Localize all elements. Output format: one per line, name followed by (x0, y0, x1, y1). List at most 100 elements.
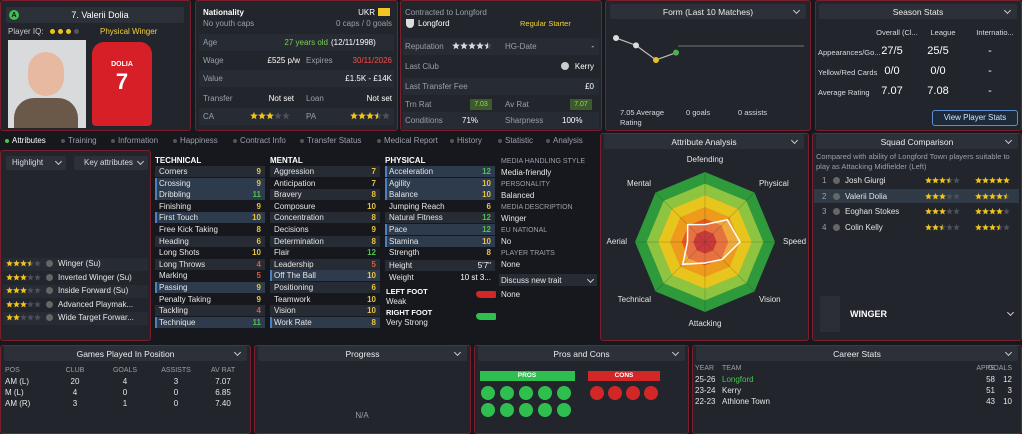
label: Compared with ability of Longford Town p… (816, 152, 1010, 171)
label: 6 (486, 201, 491, 211)
contract-row (403, 112, 599, 129)
view-stats-button[interactable] (932, 110, 1018, 126)
star-rating (350, 112, 390, 120)
label: N/A (355, 411, 369, 420)
star (6, 287, 13, 294)
con-icon (590, 386, 604, 400)
tab[interactable]: Statistic (505, 136, 534, 145)
tab[interactable]: Training (68, 136, 97, 145)
label: £1.5K - £14K (345, 74, 392, 83)
label: RIGHT FOOT (386, 308, 433, 317)
label: UKR (358, 8, 375, 17)
label: PROS (517, 372, 537, 379)
star (925, 177, 932, 184)
club-crest (406, 19, 414, 28)
label: Balance (389, 190, 418, 200)
star (6, 260, 13, 267)
star (932, 192, 939, 199)
radar-band (693, 230, 717, 254)
label: Acceleration (389, 167, 434, 176)
label: A (11, 12, 17, 19)
star (925, 223, 932, 230)
label: - (988, 85, 992, 97)
tab[interactable]: Analysis (553, 136, 583, 145)
label: 12 (482, 213, 491, 223)
label: 22-23 (695, 397, 716, 406)
pro-icon (519, 386, 533, 400)
label: Corners (159, 167, 188, 176)
pro-icon (557, 386, 571, 400)
star (258, 112, 266, 120)
label: Kerry (722, 386, 742, 395)
label: 9 (256, 283, 261, 292)
key-attributes-dropdown[interactable] (74, 156, 148, 170)
pros-bar (480, 371, 575, 381)
star-fill (975, 223, 982, 230)
form-point (673, 49, 679, 56)
star-rating (975, 192, 1010, 199)
tab[interactable]: Medical Report (384, 136, 438, 145)
label: 10 (482, 190, 491, 200)
star-fill (20, 260, 27, 267)
star-fill (982, 177, 989, 184)
label: 20 (70, 377, 80, 386)
star-fill (932, 192, 939, 199)
label: 7.07 (881, 85, 903, 97)
label: Age (203, 38, 218, 47)
label: HG-Date (505, 42, 537, 51)
label: 8 (371, 317, 376, 327)
label: Last Club (405, 62, 439, 71)
button-label[interactable]: View Player Stats (943, 113, 1007, 122)
label: 10 (252, 248, 261, 258)
attribute-row (155, 258, 265, 270)
star-fill (939, 177, 946, 184)
label: 43 (986, 397, 995, 406)
label: No (501, 237, 512, 246)
star-fill (989, 208, 996, 215)
label: 0 (173, 399, 179, 408)
star-fill (925, 192, 932, 199)
label: TECHNICAL (155, 156, 202, 165)
star-empty (946, 208, 953, 215)
tab[interactable]: Contract Info (240, 136, 286, 145)
label[interactable]: Highlight (12, 158, 44, 167)
pro-icon (538, 403, 552, 417)
label: 4 (256, 259, 261, 269)
label: 1 (122, 399, 128, 408)
star-fill (1003, 177, 1010, 184)
title-bar (478, 346, 685, 361)
attribute-row (155, 305, 265, 317)
label: Bravery (274, 190, 302, 200)
tab[interactable]: Information (118, 136, 159, 145)
tab[interactable]: History (457, 136, 482, 145)
star-fill (374, 112, 378, 120)
label: LEFT FOOT (386, 287, 428, 296)
label: Wage (203, 56, 224, 65)
star (250, 112, 258, 120)
tab-dot (546, 139, 550, 143)
label: Long Throws (159, 259, 206, 269)
star-empty (953, 192, 960, 199)
label: Longford (722, 375, 754, 384)
trait-dropdown[interactable] (499, 274, 597, 286)
label: 0/0 (884, 65, 900, 77)
star-fill (6, 287, 13, 294)
label: 9 (256, 201, 261, 211)
label[interactable]: Discuss new trait (501, 276, 562, 285)
label: 10 (367, 271, 376, 281)
star-fill (996, 192, 1003, 199)
label: PLAYER TRAITS (501, 250, 555, 257)
label: Agility (389, 178, 411, 188)
label: Long Shots (159, 248, 200, 258)
highlight-dropdown[interactable] (6, 156, 66, 170)
label: APPS (976, 365, 995, 372)
tab[interactable]: Happiness (180, 136, 218, 145)
label: None (501, 260, 521, 269)
tab[interactable]: Transfer Status (307, 136, 362, 145)
form-point (653, 57, 659, 63)
label[interactable]: Key attributes (84, 158, 133, 167)
label: Strength (389, 248, 420, 258)
star-rating (975, 223, 1010, 230)
star (925, 208, 932, 215)
tab[interactable]: Attributes (12, 136, 46, 145)
